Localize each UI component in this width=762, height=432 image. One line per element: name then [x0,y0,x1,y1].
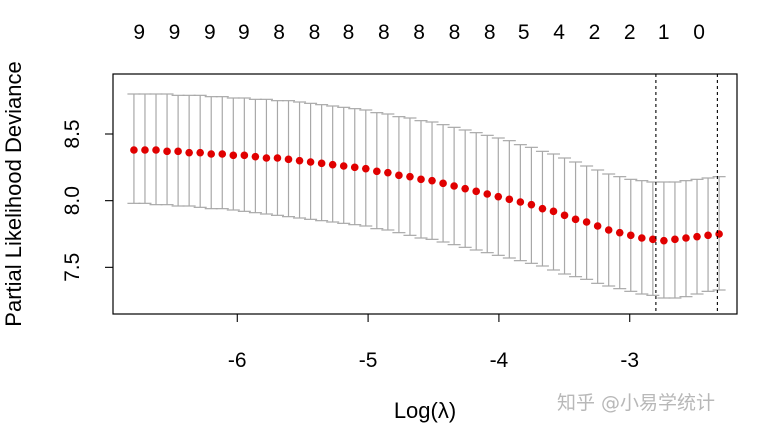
data-point [450,182,458,190]
data-point [350,163,359,172]
top-tick-label: 8 [343,21,355,44]
data-point [483,190,492,198]
watermark: 知乎 @小易学统计 [557,392,716,414]
data-point [295,156,304,165]
data-point [373,167,381,176]
data-point [593,222,602,230]
data-point [361,164,370,173]
top-tick-label: 9 [204,21,216,44]
data-point [582,218,591,226]
data-point [538,204,547,213]
data-point [527,200,536,209]
x-tick-label: -6 [228,349,247,372]
top-tick-label: 0 [693,21,705,44]
data-point [185,148,193,157]
x-axis: -6 -5 -4 -3 [228,314,639,372]
data-point [682,234,690,242]
data-point [306,158,315,166]
y-axis: 7.5 8.0 8.5 [61,119,113,282]
data-point [704,231,712,240]
data-point [229,151,238,160]
data-point [328,160,337,169]
data-point [317,159,326,168]
top-tick-label: 9 [133,21,145,44]
data-points [130,146,723,245]
top-tick-label: 9 [238,21,250,44]
data-point [262,154,271,162]
data-point [384,168,392,177]
data-point [604,226,613,234]
data-point [428,176,436,185]
data-point [626,231,635,240]
top-tick-label: 4 [553,21,565,44]
y-tick-label: 8.5 [61,119,84,148]
top-tick-label: 8 [484,21,496,44]
top-tick-label: 5 [518,21,530,44]
reference-lines [655,74,718,314]
data-point [141,146,149,154]
data-point [660,236,668,245]
data-point [649,235,657,244]
y-tick-label: 8.0 [61,186,84,215]
data-point [549,207,558,216]
data-point [693,232,701,241]
x-tick-label: -3 [620,349,639,372]
data-point [218,150,227,158]
data-point [207,150,216,158]
data-point [516,198,525,206]
data-point [505,195,514,204]
x-tick-label: -5 [359,349,378,372]
top-tick-label: 9 [169,21,181,44]
data-point [339,162,348,170]
data-point [560,211,569,220]
data-point [251,152,260,161]
x-tick-label: -4 [490,349,509,372]
data-point [406,172,414,181]
top-tick-label: 2 [624,21,636,44]
data-point [284,155,293,164]
top-tick-label: 8 [413,21,425,44]
top-tick-label: 2 [589,21,601,44]
data-point [494,192,503,201]
plot-frame [112,73,738,315]
data-point [472,187,481,196]
data-point [615,228,624,237]
data-point [196,148,204,157]
data-point [715,230,723,238]
data-point [395,171,403,180]
data-point [439,179,447,188]
data-point [163,147,171,156]
data-point [571,215,580,224]
data-point [152,146,160,154]
data-point [638,234,646,242]
y-axis-title: Partial Likelihood Deviance [1,61,26,326]
error-bars [127,93,726,299]
data-point [240,151,249,160]
data-point [461,184,469,193]
top-tick-label: 8 [273,21,285,44]
data-point [417,175,425,184]
top-tick-label: 8 [449,21,461,44]
top-tick-label: 8 [309,21,321,44]
top-tick-label: 8 [378,21,390,44]
data-point [174,147,182,156]
data-point [130,146,138,154]
y-tick-label: 7.5 [61,253,84,282]
data-point [273,154,282,162]
x-axis-title: Log(λ) [394,398,456,423]
top-tick-label: 1 [658,21,670,44]
data-point [671,235,679,244]
